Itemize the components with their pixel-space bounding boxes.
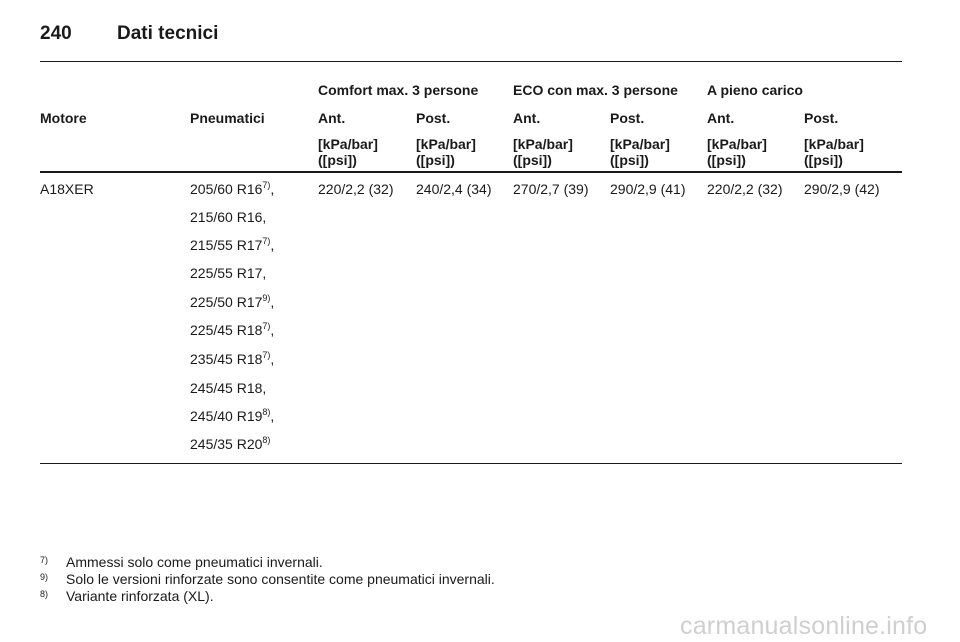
footnote-mark: 7)	[40, 555, 49, 565]
page-header: 240 Dati tecnici	[40, 14, 218, 54]
tire-size: 215/60 R16,	[190, 209, 267, 225]
footnote: 8) Variante rinforzata (XL).	[40, 588, 495, 605]
pressure-full-ant: 220/2,2 (32)	[707, 181, 783, 197]
footnotes: 7) Ammessi solo come pneumatici invernal…	[40, 554, 495, 605]
footnote-text: Ammessi solo come pneumatici invernali.	[66, 554, 323, 570]
tire-size: 205/60 R167),	[190, 180, 275, 198]
engine-cell: A18XER	[40, 181, 94, 197]
column-header-pneumatici: Pneumatici	[190, 110, 265, 126]
footnote-text: Variante rinforzata (XL).	[66, 588, 214, 604]
tire-size: 245/35 R208)	[190, 435, 271, 453]
tire-size: 225/55 R17,	[190, 265, 267, 281]
pressure-eco-post: 290/2,9 (41)	[610, 181, 686, 197]
tire-size: 245/40 R198),	[190, 407, 275, 425]
table-top-rule	[40, 61, 902, 62]
watermark: carmanualsonline.info	[680, 612, 928, 640]
group-header-eco: ECO con max. 3 persone	[513, 82, 678, 98]
footnote: 7) Ammessi solo come pneumatici invernal…	[40, 554, 495, 571]
tire-size: 235/45 R187),	[190, 350, 275, 368]
pressure-full-post: 290/2,9 (42)	[804, 181, 880, 197]
subheader-eco-ant: Ant.	[513, 110, 541, 126]
subheader-full-post: Post.	[804, 110, 839, 126]
tire-size: 225/50 R179),	[190, 293, 275, 311]
pressure-comfort-ant: 220/2,2 (32)	[318, 181, 394, 197]
group-header-comfort: Comfort max. 3 persone	[318, 82, 479, 98]
subheader-eco-post: Post.	[610, 110, 645, 126]
unit-header: [kPa/bar] ([psi])	[610, 136, 670, 168]
table-bottom-rule	[40, 463, 902, 464]
subheader-comfort-post: Post.	[416, 110, 451, 126]
footnote-mark: 9)	[40, 572, 49, 582]
page-title: Dati tecnici	[117, 23, 219, 44]
tire-size: 215/55 R177),	[190, 236, 275, 254]
footnote-text: Solo le versioni rinforzate sono consent…	[66, 571, 495, 587]
unit-header: [kPa/bar] ([psi])	[707, 136, 767, 168]
pressure-eco-ant: 270/2,7 (39)	[513, 181, 589, 197]
footnote: 9) Solo le versioni rinforzate sono cons…	[40, 571, 495, 588]
unit-header: [kPa/bar] ([psi])	[513, 136, 573, 168]
table-header-rule	[40, 171, 902, 173]
unit-header: [kPa/bar] ([psi])	[416, 136, 476, 168]
subheader-full-ant: Ant.	[707, 110, 735, 126]
page-number: 240	[40, 23, 72, 44]
unit-header: [kPa/bar] ([psi])	[318, 136, 378, 168]
footnote-mark: 8)	[40, 589, 49, 599]
column-header-motore: Motore	[40, 110, 87, 126]
pressure-comfort-post: 240/2,4 (34)	[416, 181, 492, 197]
tire-size: 245/45 R18,	[190, 380, 267, 396]
subheader-comfort-ant: Ant.	[318, 110, 346, 126]
group-header-full-load: A pieno carico	[707, 82, 803, 98]
unit-header: [kPa/bar] ([psi])	[804, 136, 864, 168]
tire-size: 225/45 R187),	[190, 321, 275, 339]
